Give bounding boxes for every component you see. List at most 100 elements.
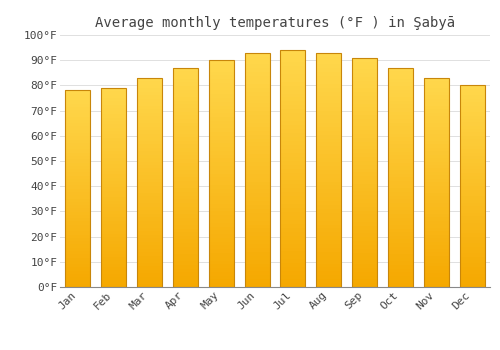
Bar — [316, 111, 342, 115]
Bar — [352, 279, 377, 283]
Bar — [173, 134, 198, 137]
Bar — [66, 267, 90, 271]
Bar — [101, 151, 126, 154]
Bar — [352, 92, 377, 96]
Bar — [101, 207, 126, 211]
Bar — [460, 129, 484, 132]
Bar — [424, 245, 449, 248]
Bar — [280, 256, 305, 259]
Bar — [460, 206, 484, 210]
Bar — [101, 267, 126, 271]
Bar — [280, 125, 305, 129]
Bar — [424, 102, 449, 106]
Bar — [316, 166, 342, 170]
Bar — [101, 274, 126, 277]
Bar — [66, 169, 90, 172]
Bar — [173, 254, 198, 258]
Bar — [352, 237, 377, 241]
Bar — [101, 138, 126, 141]
Bar — [101, 177, 126, 181]
Bar — [66, 264, 90, 267]
Bar — [66, 195, 90, 198]
Bar — [388, 236, 413, 239]
Bar — [316, 88, 342, 92]
Bar — [208, 94, 234, 98]
Bar — [280, 129, 305, 133]
Bar — [101, 280, 126, 284]
Bar — [424, 123, 449, 127]
Bar — [460, 216, 484, 220]
Bar — [101, 131, 126, 134]
Bar — [244, 213, 270, 217]
Bar — [352, 222, 377, 226]
Bar — [173, 155, 198, 159]
Bar — [244, 123, 270, 127]
Bar — [173, 218, 198, 221]
Bar — [388, 258, 413, 261]
Bar — [352, 126, 377, 130]
Bar — [388, 137, 413, 141]
Bar — [208, 226, 234, 230]
Bar — [244, 220, 270, 224]
Bar — [316, 236, 342, 240]
Bar — [460, 253, 484, 257]
Bar — [208, 79, 234, 83]
Bar — [208, 166, 234, 170]
Bar — [101, 201, 126, 204]
Bar — [316, 72, 342, 76]
Bar — [316, 213, 342, 217]
Bar — [66, 280, 90, 284]
Bar — [280, 188, 305, 192]
Bar — [352, 257, 377, 260]
Bar — [280, 86, 305, 90]
Bar — [280, 184, 305, 188]
Bar — [66, 143, 90, 146]
Bar — [424, 151, 449, 155]
Bar — [208, 144, 234, 147]
Bar — [101, 161, 126, 164]
Bar — [316, 201, 342, 205]
Bar — [208, 264, 234, 268]
Bar — [460, 109, 484, 112]
Bar — [244, 139, 270, 142]
Bar — [101, 144, 126, 148]
Bar — [173, 130, 198, 134]
Bar — [173, 185, 198, 188]
Bar — [244, 178, 270, 182]
Bar — [316, 52, 342, 57]
Bar — [66, 126, 90, 130]
Bar — [460, 230, 484, 233]
Bar — [66, 176, 90, 179]
Bar — [388, 261, 413, 265]
Bar — [280, 66, 305, 70]
Bar — [244, 92, 270, 96]
Bar — [66, 277, 90, 280]
Bar — [208, 185, 234, 189]
Bar — [316, 52, 342, 287]
Bar — [280, 50, 305, 287]
Bar — [388, 265, 413, 269]
Bar — [137, 88, 162, 92]
Bar — [424, 228, 449, 231]
Bar — [244, 260, 270, 264]
Bar — [424, 200, 449, 203]
Bar — [244, 283, 270, 287]
Bar — [101, 158, 126, 161]
Bar — [208, 260, 234, 264]
Bar — [352, 111, 377, 115]
Bar — [316, 96, 342, 99]
Bar — [101, 128, 126, 131]
Bar — [316, 61, 342, 64]
Bar — [244, 224, 270, 229]
Bar — [66, 104, 90, 107]
Bar — [388, 97, 413, 101]
Bar — [101, 141, 126, 144]
Bar — [460, 267, 484, 270]
Bar — [66, 244, 90, 248]
Bar — [137, 141, 162, 144]
Bar — [244, 275, 270, 279]
Bar — [388, 254, 413, 258]
Bar — [101, 88, 126, 91]
Bar — [424, 214, 449, 217]
Bar — [424, 88, 449, 92]
